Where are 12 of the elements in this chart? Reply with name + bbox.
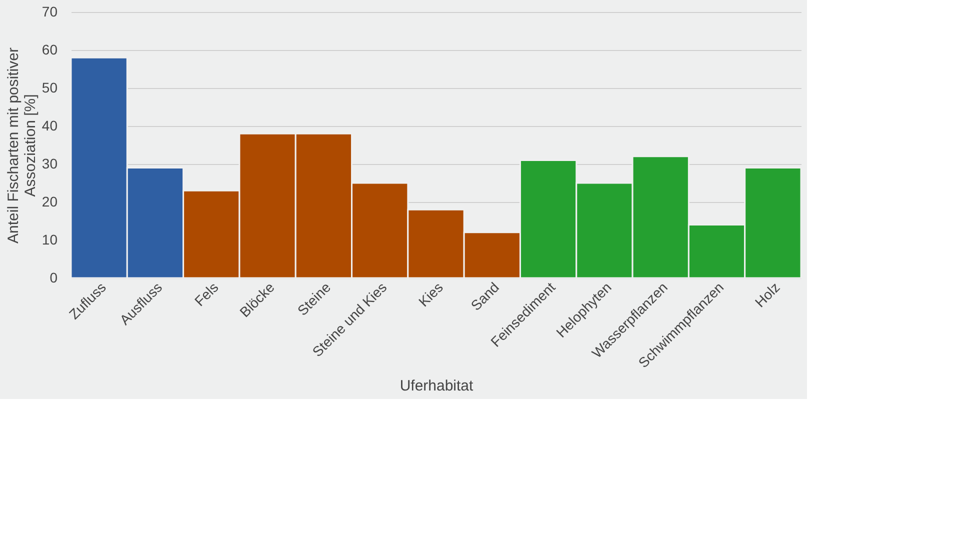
y-axis-title: Anteil Fischarten mit positiver Assoziation [%] [4,48,39,244]
y-tick-label: 50 [42,80,58,96]
x-tick-label: Fels [191,279,222,310]
y-tick-label: 60 [42,42,58,58]
y-tick-label: 0 [50,270,58,286]
y-tick-label: 70 [42,4,58,20]
y-tick-label: 20 [42,194,58,210]
y-tick-label: 10 [42,232,58,248]
x-axis-title: Uferhabitat [400,378,474,395]
x-tick-label: Kies [415,279,446,310]
y-tick-label: 40 [42,118,58,134]
y-tick-label: 30 [42,156,58,172]
